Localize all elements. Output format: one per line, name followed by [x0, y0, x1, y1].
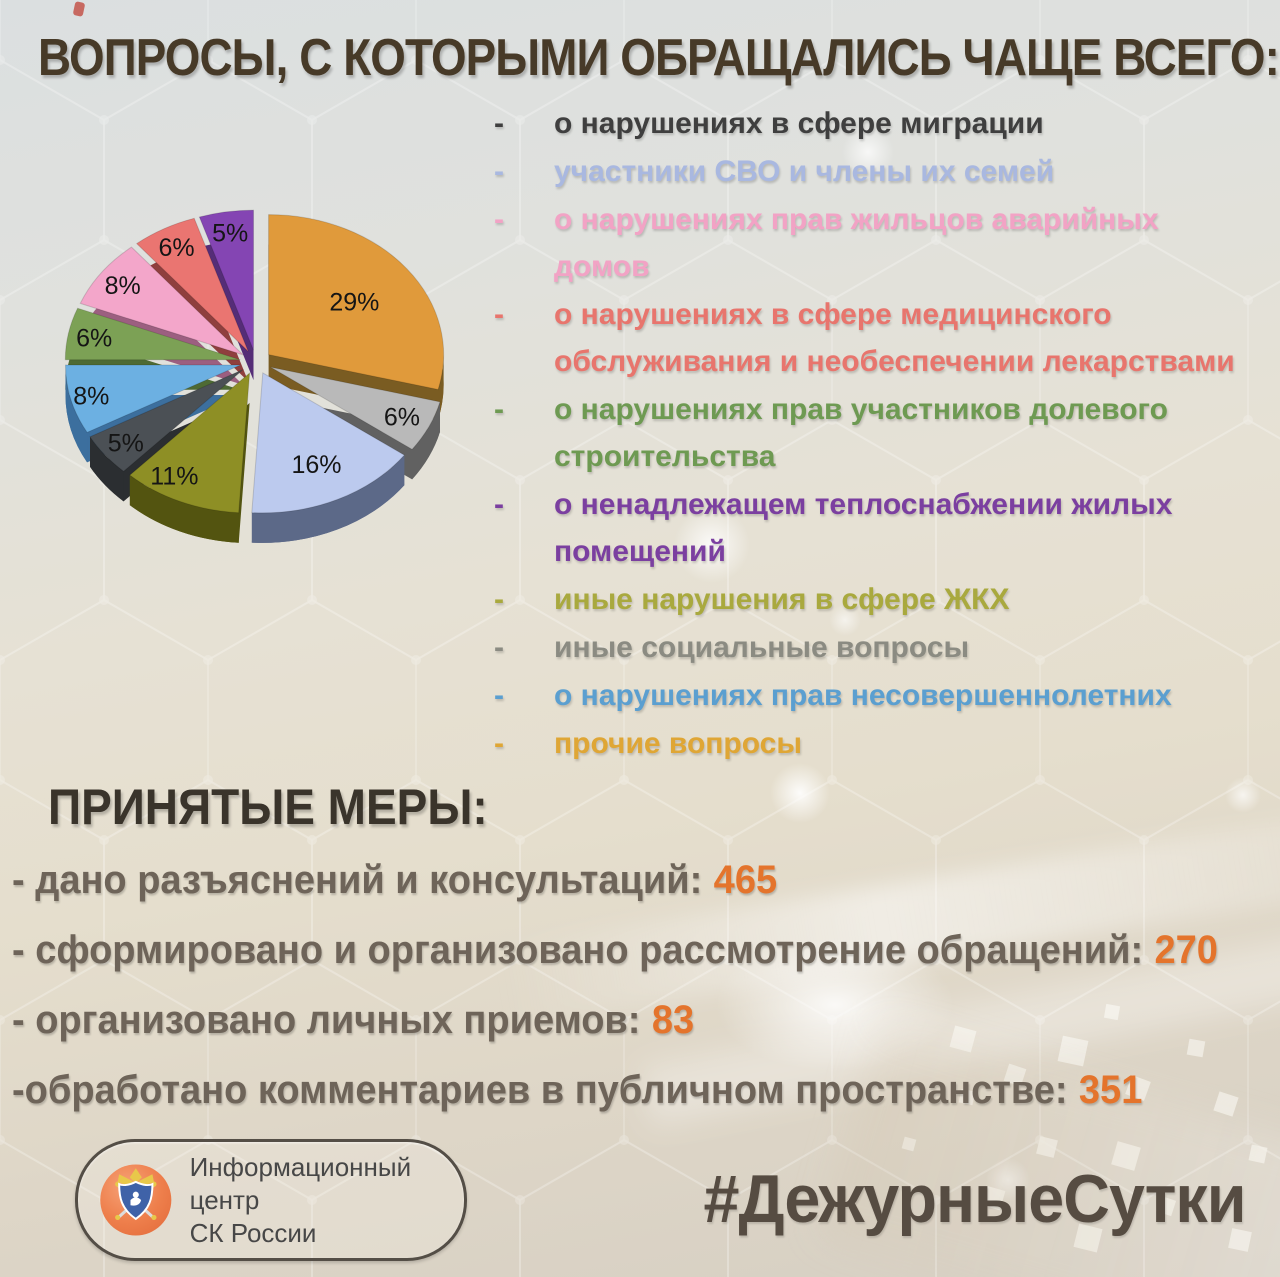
pie-slice-label: 16%: [291, 451, 341, 479]
scattered-squares-decor: [901, 1003, 1268, 1253]
pie-slice: [251, 372, 406, 514]
measure-row: - сформировано и организовано рассмотрен…: [12, 915, 1218, 985]
measure-row: - дано разъяснений и консультаций: 465: [12, 845, 1217, 915]
pie-chart: 29% 6% 16% 11% 5% 8% 6% 8% 6% 5%: [40, 185, 470, 560]
topic-label: о нарушениях в сфере миграции: [554, 107, 1044, 140]
pie-slice: [198, 209, 254, 351]
measure-value: 351: [1078, 1068, 1143, 1112]
topic-label: о нарушениях в сфере медицинского обслуж…: [554, 298, 1235, 378]
topic-item: - иные социальные вопросы: [488, 624, 1248, 671]
pie-slice: [64, 364, 241, 434]
topic-dash: -: [494, 107, 504, 140]
pie-slice: [79, 246, 244, 356]
topic-item: - о ненадлежащем теплоснабжении жилых пом…: [488, 481, 1248, 575]
pie-slice: [268, 214, 445, 391]
sk-info-center-logo: Информационный центр СК России: [75, 1139, 467, 1261]
topic-item: - о нарушениях прав жильцов аварийных дом…: [488, 196, 1248, 290]
page-title: ВОПРОСЫ, С КОТОРЫМИ ОБРАЩАЛИСЬ ЧАЩЕ ВСЕГ…: [38, 29, 1280, 87]
topic-label: прочие вопросы: [554, 727, 802, 760]
measure-label: - дано разъяснений и консультаций:: [12, 858, 703, 902]
pie-slice: [135, 217, 249, 352]
pie-slice: [128, 371, 251, 514]
pie-slice-label: 5%: [212, 220, 248, 248]
pie-chart-svg: 29%6%16%11%5%8%6%8%6%5%: [64, 209, 445, 543]
topic-label: о нарушениях прав участников долевого ст…: [554, 393, 1168, 473]
topic-dash: -: [494, 679, 504, 712]
topic-item: - участники СВО и члены их семей: [488, 148, 1248, 195]
topic-dash: -: [494, 393, 504, 426]
pie-slice-label: 6%: [384, 404, 420, 432]
topic-label: иные нарушения в сфере ЖКХ: [554, 583, 1010, 616]
topic-dash: -: [494, 488, 504, 521]
topic-dash: -: [494, 203, 504, 236]
topic-label: иные социальные вопросы: [554, 631, 970, 664]
pie-slice-wall: [90, 436, 124, 502]
logo-text: Информационный центр СК России: [190, 1151, 446, 1250]
measure-value: 270: [1154, 928, 1218, 972]
measures-heading: ПРИНЯТЫЕ МЕРЫ:: [48, 779, 488, 835]
topic-dash: -: [494, 727, 504, 760]
pie-slice-wall: [129, 475, 239, 543]
logo-text-line1: Информационный центр: [189, 1151, 412, 1215]
topic-item: - о нарушениях в сфере медицинского обслу…: [488, 291, 1248, 385]
measure-label: - организовано личных приемов:: [12, 998, 641, 1042]
pie-slice: [270, 366, 441, 451]
pie-slice-wall: [412, 401, 440, 480]
pie-slice-label: 8%: [73, 383, 109, 411]
pie-slice-label: 29%: [329, 288, 379, 316]
logo-text-line2: СК России: [189, 1217, 317, 1248]
topic-dash: -: [494, 298, 504, 331]
measure-label: - сформировано и организовано рассмотрен…: [12, 928, 1144, 972]
measure-value: 465: [713, 858, 778, 902]
topic-label: участники СВО и члены их семей: [554, 155, 1055, 188]
topic-item: - прочие вопросы: [488, 720, 1248, 767]
pie-slice-wall: [65, 365, 88, 463]
pie-slice: [64, 307, 241, 361]
sk-emblem-icon: [100, 1164, 172, 1236]
measure-row: -обработано комментариев в публичном про…: [12, 1055, 1217, 1125]
pie-slice-label: 6%: [159, 234, 195, 262]
measure-row: - организовано личных приемов: 83: [12, 985, 1217, 1055]
topic-label: о нарушениях прав несовершеннолетних: [554, 679, 1172, 712]
measure-label: -обработано комментариев в публичном про…: [12, 1068, 1068, 1112]
rider-figure: [130, 1191, 142, 1206]
measure-value: 83: [651, 998, 695, 1042]
measures-list: - дано разъяснений и консультаций: 465 - с…: [12, 845, 1218, 1125]
pie-slice-label: 11%: [150, 463, 198, 491]
pie-slice: [89, 368, 244, 473]
pie-slice-label: 6%: [76, 325, 112, 353]
topic-item: - иные нарушения в сфере ЖКХ: [488, 576, 1248, 623]
topic-item: - о нарушениях прав несовершеннолетних: [488, 672, 1248, 719]
topic-item: - о нарушениях прав участников долевого с…: [488, 386, 1248, 480]
topic-label: о нарушениях прав жильцов аварийных домо…: [554, 203, 1159, 283]
topic-dash: -: [494, 155, 504, 188]
topic-label: о ненадлежащем теплоснабжении жилых поме…: [554, 488, 1173, 568]
topic-dash: -: [494, 583, 504, 616]
topic-dash: -: [494, 631, 504, 664]
hashtag: #ДежурныеСутки: [703, 1161, 1247, 1237]
topics-list: - о нарушениях в сфере миграции - участники…: [488, 100, 1248, 768]
pie-slice-wall: [251, 455, 405, 543]
topic-item: - о нарушениях в сфере миграции: [488, 100, 1248, 147]
pie-slice-label: 8%: [105, 272, 141, 300]
pie-slice-label: 5%: [108, 429, 144, 457]
